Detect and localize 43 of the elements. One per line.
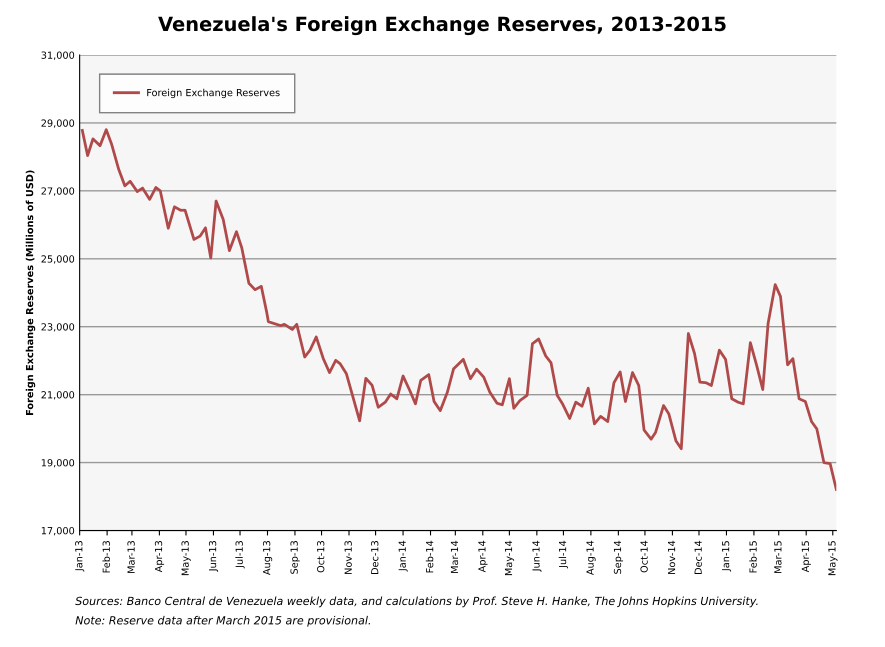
legend-label: Foreign Exchange Reserves <box>147 88 280 98</box>
x-tick-label: May-14 <box>504 540 514 576</box>
x-tick-label: Jan-15 <box>722 541 732 572</box>
y-tick-label: 19,000 <box>42 459 74 468</box>
x-tick-label: Mar-13 <box>127 541 135 573</box>
x-tick-label: May-15 <box>828 541 838 576</box>
x-tick-label: Dec-13 <box>371 541 378 574</box>
y-tick-label: 31,000 <box>42 51 74 60</box>
x-tick-label: Apr-13 <box>154 541 164 572</box>
x-tick-label: Jan-13 <box>75 541 84 572</box>
chart-title: Venezuela's Foreign Exchange Reserves, 2013-2015 <box>158 16 726 36</box>
source-note: Sources: Banco Central de Venezuela weekly data, and calculations by Prof. Steve H. Hanke, The Johns Hopkins University. <box>75 596 758 608</box>
y-tick-label: 23,000 <box>41 323 74 332</box>
y-tick-label: 25,000 <box>41 255 74 264</box>
text: Note: Reserve data after March 2015 are provisional. <box>76 616 370 627</box>
x-tick-label: Jul-14 <box>558 540 568 568</box>
y-tick-label: 27,000 <box>41 187 74 196</box>
line-series <box>80 128 836 491</box>
x-tick-label: Apr-15 <box>802 541 811 572</box>
x-tick-label: Feb-14 <box>426 540 434 572</box>
y-tick-label: 21,000 <box>41 391 74 400</box>
x-tick-label: Dec-14 <box>694 540 702 574</box>
x-tick-label: Aug-14 <box>586 540 596 576</box>
x-tick-label: Nov-14 <box>668 540 676 574</box>
x-tick-label: Oct-13 <box>317 541 324 572</box>
y-tick-label: 17,000 <box>42 527 74 536</box>
x-tick-label: Nov-13 <box>344 541 352 574</box>
x-tick-label: May-13 <box>181 541 191 576</box>
y-tick-label: 29,000 <box>41 119 74 128</box>
x-tick-label: Jun-13 <box>208 541 218 572</box>
x-tick-label: Jan-14 <box>398 540 408 572</box>
x-tick-label: Feb-13 <box>102 541 110 572</box>
x-tick-label: Mar-15 <box>774 541 782 573</box>
x-tick-label: Mar-14 <box>450 540 458 573</box>
x-tick-label: Sep-13 <box>290 541 300 574</box>
x-tick-label: Oct-14 <box>640 540 648 572</box>
x-tick-label: Apr-14 <box>478 540 488 572</box>
x-tick-label: Feb-15 <box>749 541 757 572</box>
x-tick-label: Aug-13 <box>262 541 272 576</box>
x-tick-label: Jul-13 <box>235 541 245 568</box>
x-tick-label: Sep-14 <box>614 540 624 574</box>
y-axis-title: Foreign Exchange Reserves (Millions of USD) <box>26 170 36 415</box>
x-tick-label: Jun-14 <box>532 540 542 572</box>
